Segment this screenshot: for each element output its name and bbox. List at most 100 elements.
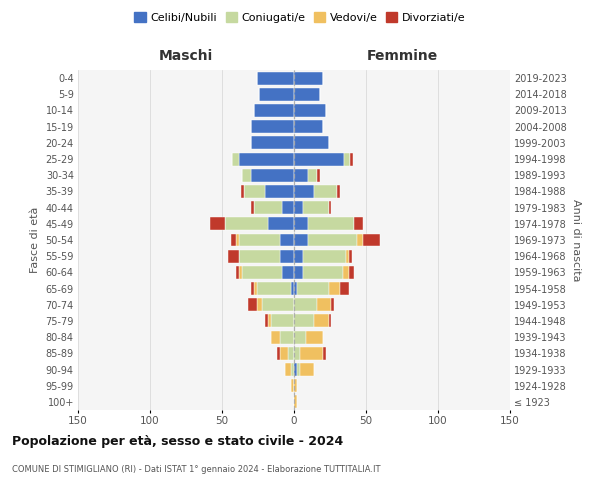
- Bar: [251, 136, 294, 149]
- Bar: [239, 234, 280, 246]
- Bar: [317, 169, 320, 181]
- Bar: [244, 185, 265, 198]
- Bar: [340, 282, 349, 295]
- Bar: [314, 185, 337, 198]
- Bar: [349, 266, 355, 279]
- Bar: [257, 282, 291, 295]
- Bar: [280, 234, 294, 246]
- Bar: [302, 266, 343, 279]
- Bar: [228, 250, 239, 262]
- Bar: [308, 218, 355, 230]
- Bar: [350, 152, 353, 166]
- Bar: [346, 250, 349, 262]
- Bar: [283, 201, 294, 214]
- Bar: [294, 169, 308, 181]
- Bar: [294, 363, 297, 376]
- Bar: [331, 298, 334, 311]
- Bar: [280, 250, 294, 262]
- Text: Femmine: Femmine: [367, 49, 437, 63]
- Bar: [294, 152, 344, 166]
- Bar: [271, 314, 294, 328]
- Text: COMUNE DI STIMIGLIANO (RI) - Dati ISTAT 1° gennaio 2024 - Elaborazione TUTTITALI: COMUNE DI STIMIGLIANO (RI) - Dati ISTAT …: [12, 465, 380, 474]
- Bar: [259, 88, 294, 101]
- Bar: [291, 379, 294, 392]
- Bar: [286, 363, 291, 376]
- Bar: [254, 201, 283, 214]
- Bar: [280, 347, 288, 360]
- Text: Popolazione per età, sesso e stato civile - 2024: Popolazione per età, sesso e stato civil…: [12, 435, 343, 448]
- Bar: [302, 250, 346, 262]
- Legend: Celibi/Nubili, Coniugati/e, Vedovi/e, Divorziati/e: Celibi/Nubili, Coniugati/e, Vedovi/e, Di…: [130, 8, 470, 28]
- Bar: [291, 282, 294, 295]
- Bar: [355, 218, 363, 230]
- Bar: [294, 330, 305, 344]
- Bar: [329, 282, 340, 295]
- Bar: [343, 266, 349, 279]
- Bar: [329, 201, 331, 214]
- Bar: [268, 314, 271, 328]
- Bar: [349, 250, 352, 262]
- Bar: [265, 314, 268, 328]
- Bar: [251, 201, 254, 214]
- Bar: [239, 152, 294, 166]
- Bar: [323, 347, 326, 360]
- Bar: [239, 266, 242, 279]
- Text: Maschi: Maschi: [159, 49, 213, 63]
- Bar: [251, 169, 294, 181]
- Bar: [297, 363, 300, 376]
- Bar: [294, 396, 297, 408]
- Bar: [277, 347, 280, 360]
- Bar: [251, 120, 294, 133]
- Bar: [344, 152, 350, 166]
- Bar: [257, 298, 262, 311]
- Bar: [294, 136, 329, 149]
- Bar: [305, 330, 323, 344]
- Bar: [242, 266, 283, 279]
- Bar: [308, 234, 358, 246]
- Bar: [294, 347, 300, 360]
- Bar: [242, 169, 251, 181]
- Bar: [302, 201, 329, 214]
- Bar: [251, 282, 254, 295]
- Bar: [232, 152, 239, 166]
- Bar: [271, 330, 280, 344]
- Bar: [294, 88, 320, 101]
- Bar: [294, 120, 323, 133]
- Bar: [294, 185, 314, 198]
- Bar: [297, 282, 329, 295]
- Bar: [288, 347, 294, 360]
- Bar: [262, 298, 294, 311]
- Bar: [254, 282, 257, 295]
- Bar: [257, 72, 294, 85]
- Bar: [294, 314, 314, 328]
- Bar: [294, 298, 317, 311]
- Bar: [308, 169, 317, 181]
- Bar: [329, 314, 331, 328]
- Y-axis label: Anni di nascita: Anni di nascita: [571, 198, 581, 281]
- Bar: [236, 266, 239, 279]
- Bar: [248, 298, 257, 311]
- Bar: [211, 218, 225, 230]
- Bar: [280, 330, 294, 344]
- Bar: [294, 266, 302, 279]
- Bar: [254, 104, 294, 117]
- Bar: [291, 363, 294, 376]
- Bar: [294, 234, 308, 246]
- Bar: [294, 379, 297, 392]
- Bar: [294, 218, 308, 230]
- Bar: [230, 234, 236, 246]
- Bar: [358, 234, 363, 246]
- Bar: [236, 234, 239, 246]
- Bar: [300, 347, 323, 360]
- Y-axis label: Fasce di età: Fasce di età: [30, 207, 40, 273]
- Bar: [300, 363, 314, 376]
- Bar: [337, 185, 340, 198]
- Bar: [239, 250, 280, 262]
- Bar: [294, 72, 323, 85]
- Bar: [241, 185, 244, 198]
- Bar: [283, 266, 294, 279]
- Bar: [314, 314, 329, 328]
- Bar: [294, 104, 326, 117]
- Bar: [294, 250, 302, 262]
- Bar: [317, 298, 331, 311]
